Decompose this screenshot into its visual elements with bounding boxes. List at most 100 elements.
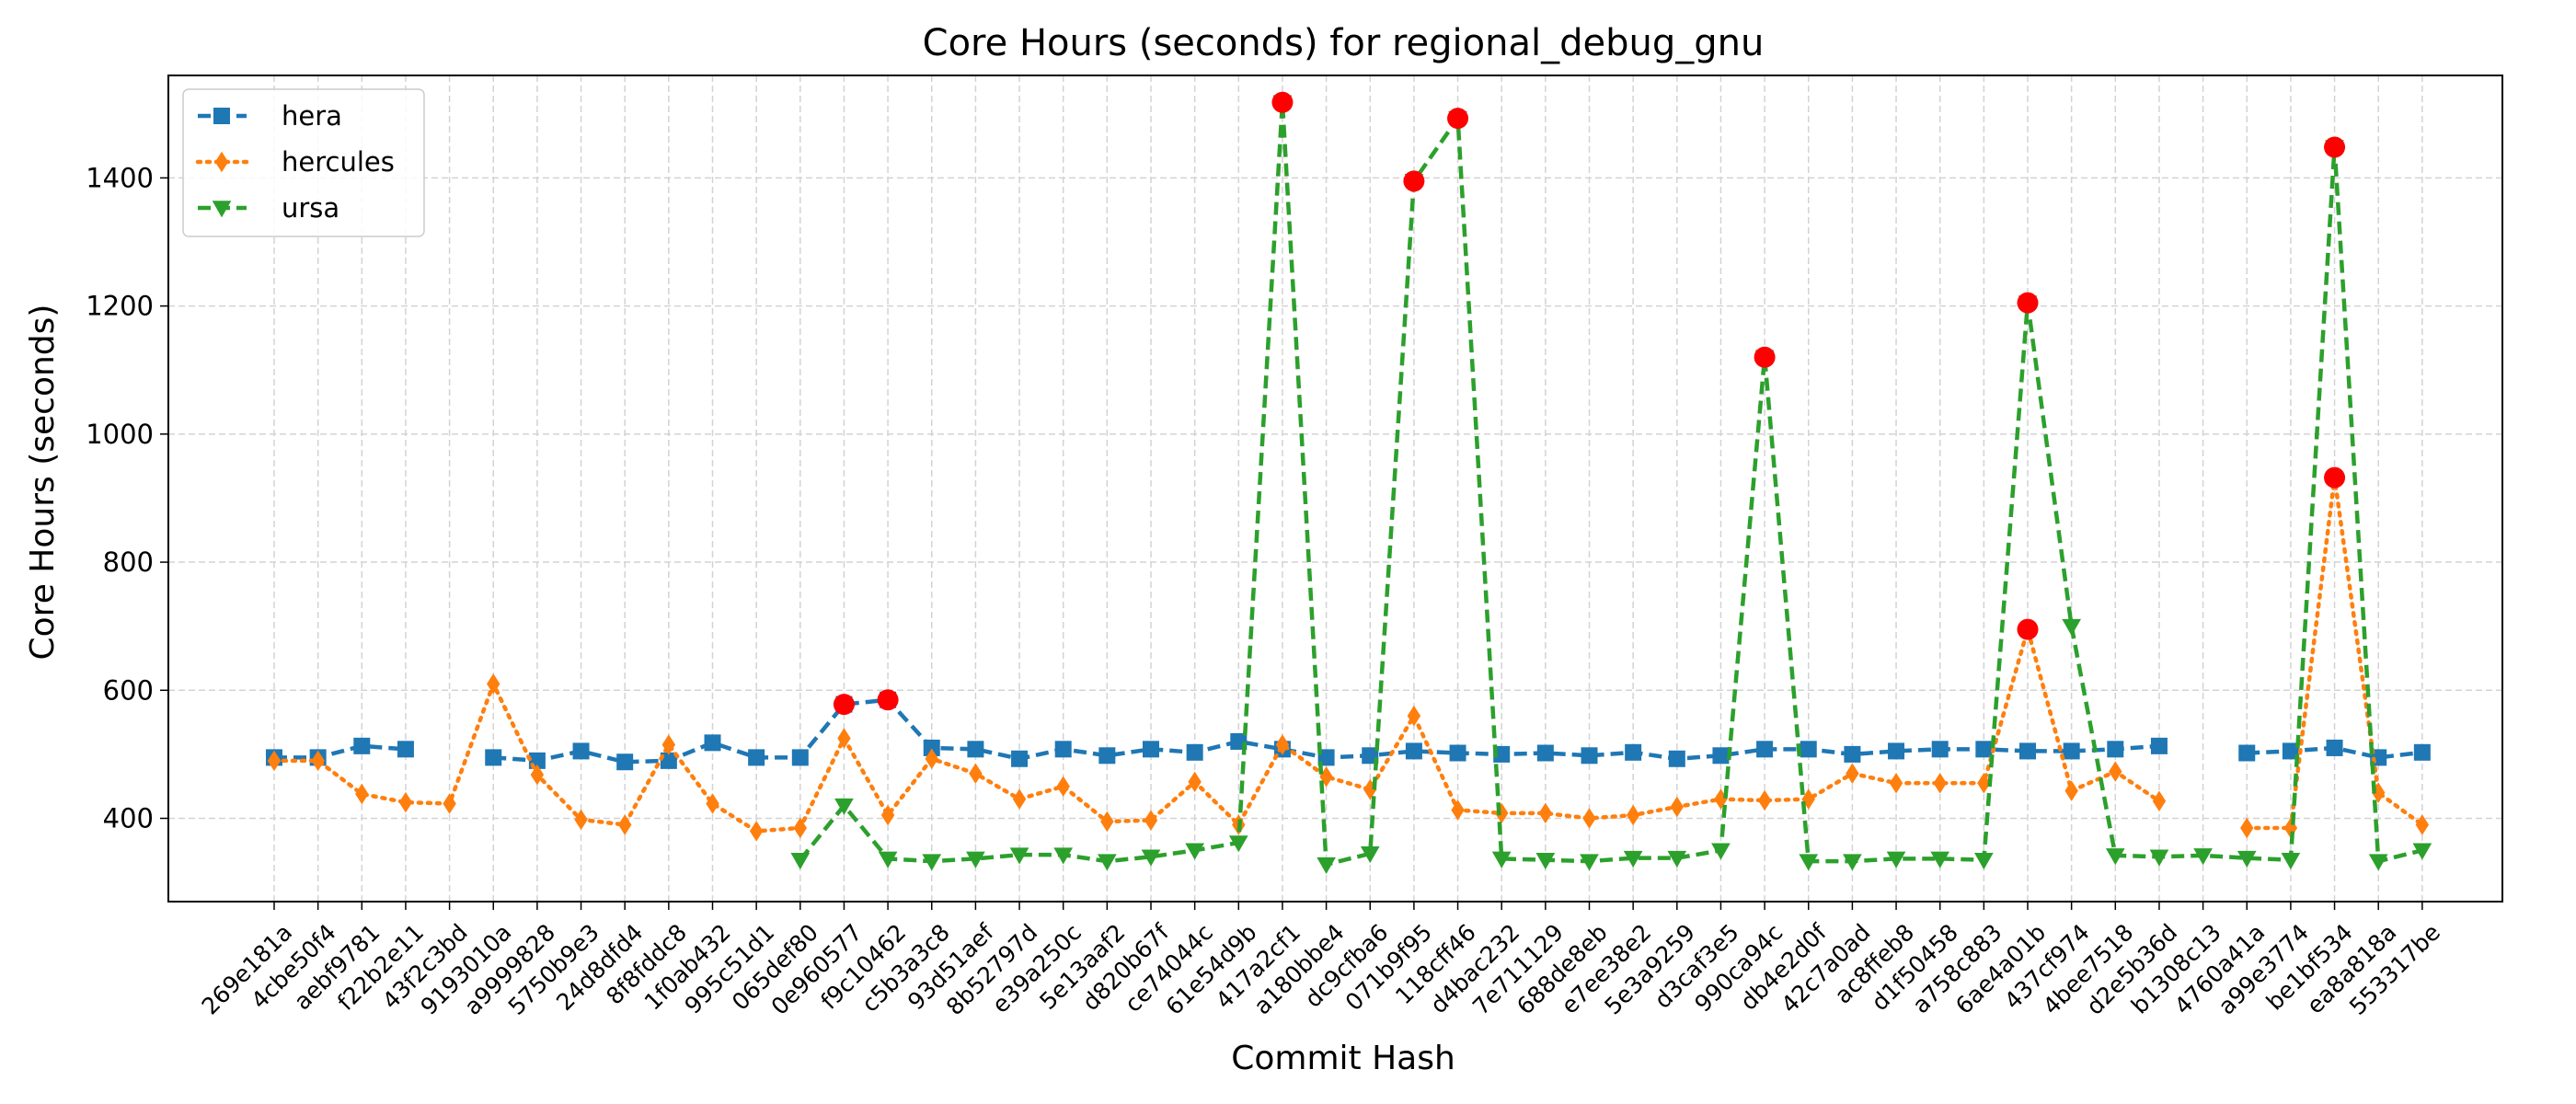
data-point-hera (1098, 747, 1116, 765)
data-point-ursa (2062, 618, 2081, 637)
outlier-point (833, 694, 855, 716)
data-point-hercules (1056, 776, 1070, 797)
data-point-ursa (1974, 852, 1994, 870)
data-point-hercules (1757, 789, 1772, 811)
data-point-hera (2063, 742, 2080, 760)
y-tick-label: 1200 (86, 291, 154, 322)
data-point-ursa (1228, 835, 1248, 853)
data-point-hera (616, 753, 634, 771)
data-point-hera (572, 742, 590, 760)
outlier-markers (833, 91, 2346, 716)
data-point-ursa (1360, 846, 1380, 864)
data-point-hera (1449, 744, 1466, 762)
data-point-ursa (2149, 849, 2169, 867)
series-line-hercules (271, 627, 2162, 834)
data-point-hercules (1188, 771, 1202, 793)
data-point-ursa (1799, 854, 1819, 871)
data-point-ursa (2237, 850, 2257, 868)
data-point-hera (1011, 750, 1029, 767)
outlier-point (877, 689, 899, 711)
series-hercules (267, 466, 2430, 842)
data-point-hera (1756, 741, 1774, 758)
data-point-ursa (2193, 848, 2213, 866)
data-point-hercules (2240, 817, 2254, 839)
data-point-ursa (2368, 854, 2388, 871)
data-point-hercules (925, 748, 938, 770)
x-axis-label: Commit Hash (1231, 1040, 1455, 1077)
data-point-hera (1054, 741, 1072, 758)
data-point-hera (1668, 750, 1685, 767)
data-point-hera (704, 734, 721, 752)
data-point-hercules (1889, 772, 1903, 794)
data-point-ursa (2281, 852, 2301, 870)
data-point-hercules (2109, 761, 2122, 782)
data-point-hera (748, 749, 765, 766)
data-point-hera (660, 752, 677, 769)
data-point-hera (1931, 741, 1949, 758)
data-point-hera (2107, 741, 2124, 758)
data-point-hercules (574, 809, 588, 831)
legend-marker-hercules (214, 151, 229, 173)
data-point-hercules (618, 814, 632, 835)
data-point-hera (2238, 744, 2256, 762)
data-point-hera (967, 741, 984, 758)
data-point-hercules (355, 783, 369, 805)
data-point-ursa (2105, 848, 2125, 866)
series-line-ursa (799, 99, 2423, 867)
data-point-hera (2150, 737, 2168, 754)
data-point-hera (1536, 744, 1554, 762)
data-point-ursa (1053, 847, 1074, 865)
data-point-hercules (837, 728, 851, 749)
series-hera (266, 691, 2431, 771)
data-point-hercules (487, 673, 500, 695)
legend-label-hera: hera (282, 100, 342, 132)
data-point-hera (1800, 741, 1817, 758)
data-point-hera (2326, 739, 2343, 756)
data-point-hera (1975, 741, 1993, 758)
data-point-ursa (1711, 843, 1731, 860)
data-point-hercules (1670, 796, 1684, 818)
data-point-ursa (1930, 851, 1950, 868)
data-point-hera (1712, 747, 1730, 765)
legend-marker-hera (213, 108, 230, 124)
data-point-hercules (1626, 804, 1640, 826)
data-point-hercules (1144, 810, 1158, 831)
data-point-hera (397, 741, 414, 758)
data-point-hercules (880, 804, 895, 826)
data-point-hercules (530, 764, 545, 786)
data-point-hercules (1407, 705, 1421, 727)
data-point-hercules (1100, 811, 1114, 833)
data-point-ursa (1491, 851, 1512, 868)
data-point-hera (791, 749, 809, 766)
data-point-hercules (267, 750, 282, 772)
data-point-ursa (1098, 854, 1117, 871)
outlier-point (1271, 91, 1294, 113)
outlier-point (2324, 136, 2346, 158)
data-point-hercules (749, 821, 764, 842)
data-point-hercules (969, 763, 983, 785)
legend-label-hercules: hercules (282, 146, 395, 178)
y-tick-label: 1400 (86, 162, 154, 193)
data-point-hera (485, 749, 502, 766)
data-point-ursa (1185, 843, 1204, 860)
outlier-point (1754, 346, 1776, 368)
data-point-hera (1493, 745, 1511, 763)
data-point-hera (2413, 743, 2431, 761)
data-point-hera (353, 737, 371, 754)
data-point-ursa (1009, 847, 1029, 865)
legend-box (182, 88, 425, 237)
y-tick-label: 600 (103, 674, 154, 706)
data-point-hercules (1714, 788, 1728, 810)
data-point-hercules (1582, 808, 1596, 829)
data-point-hercules (2064, 780, 2078, 801)
data-point-hera (1143, 741, 1159, 758)
legend-marker-ursa (212, 201, 232, 218)
series-line-hera (274, 743, 407, 760)
data-point-hercules (398, 791, 413, 813)
data-point-hera (2282, 742, 2299, 760)
data-point-hercules (1977, 772, 1991, 794)
data-point-hera (2019, 742, 2036, 760)
data-point-hercules (1538, 802, 1553, 824)
data-point-hercules (2152, 790, 2167, 811)
